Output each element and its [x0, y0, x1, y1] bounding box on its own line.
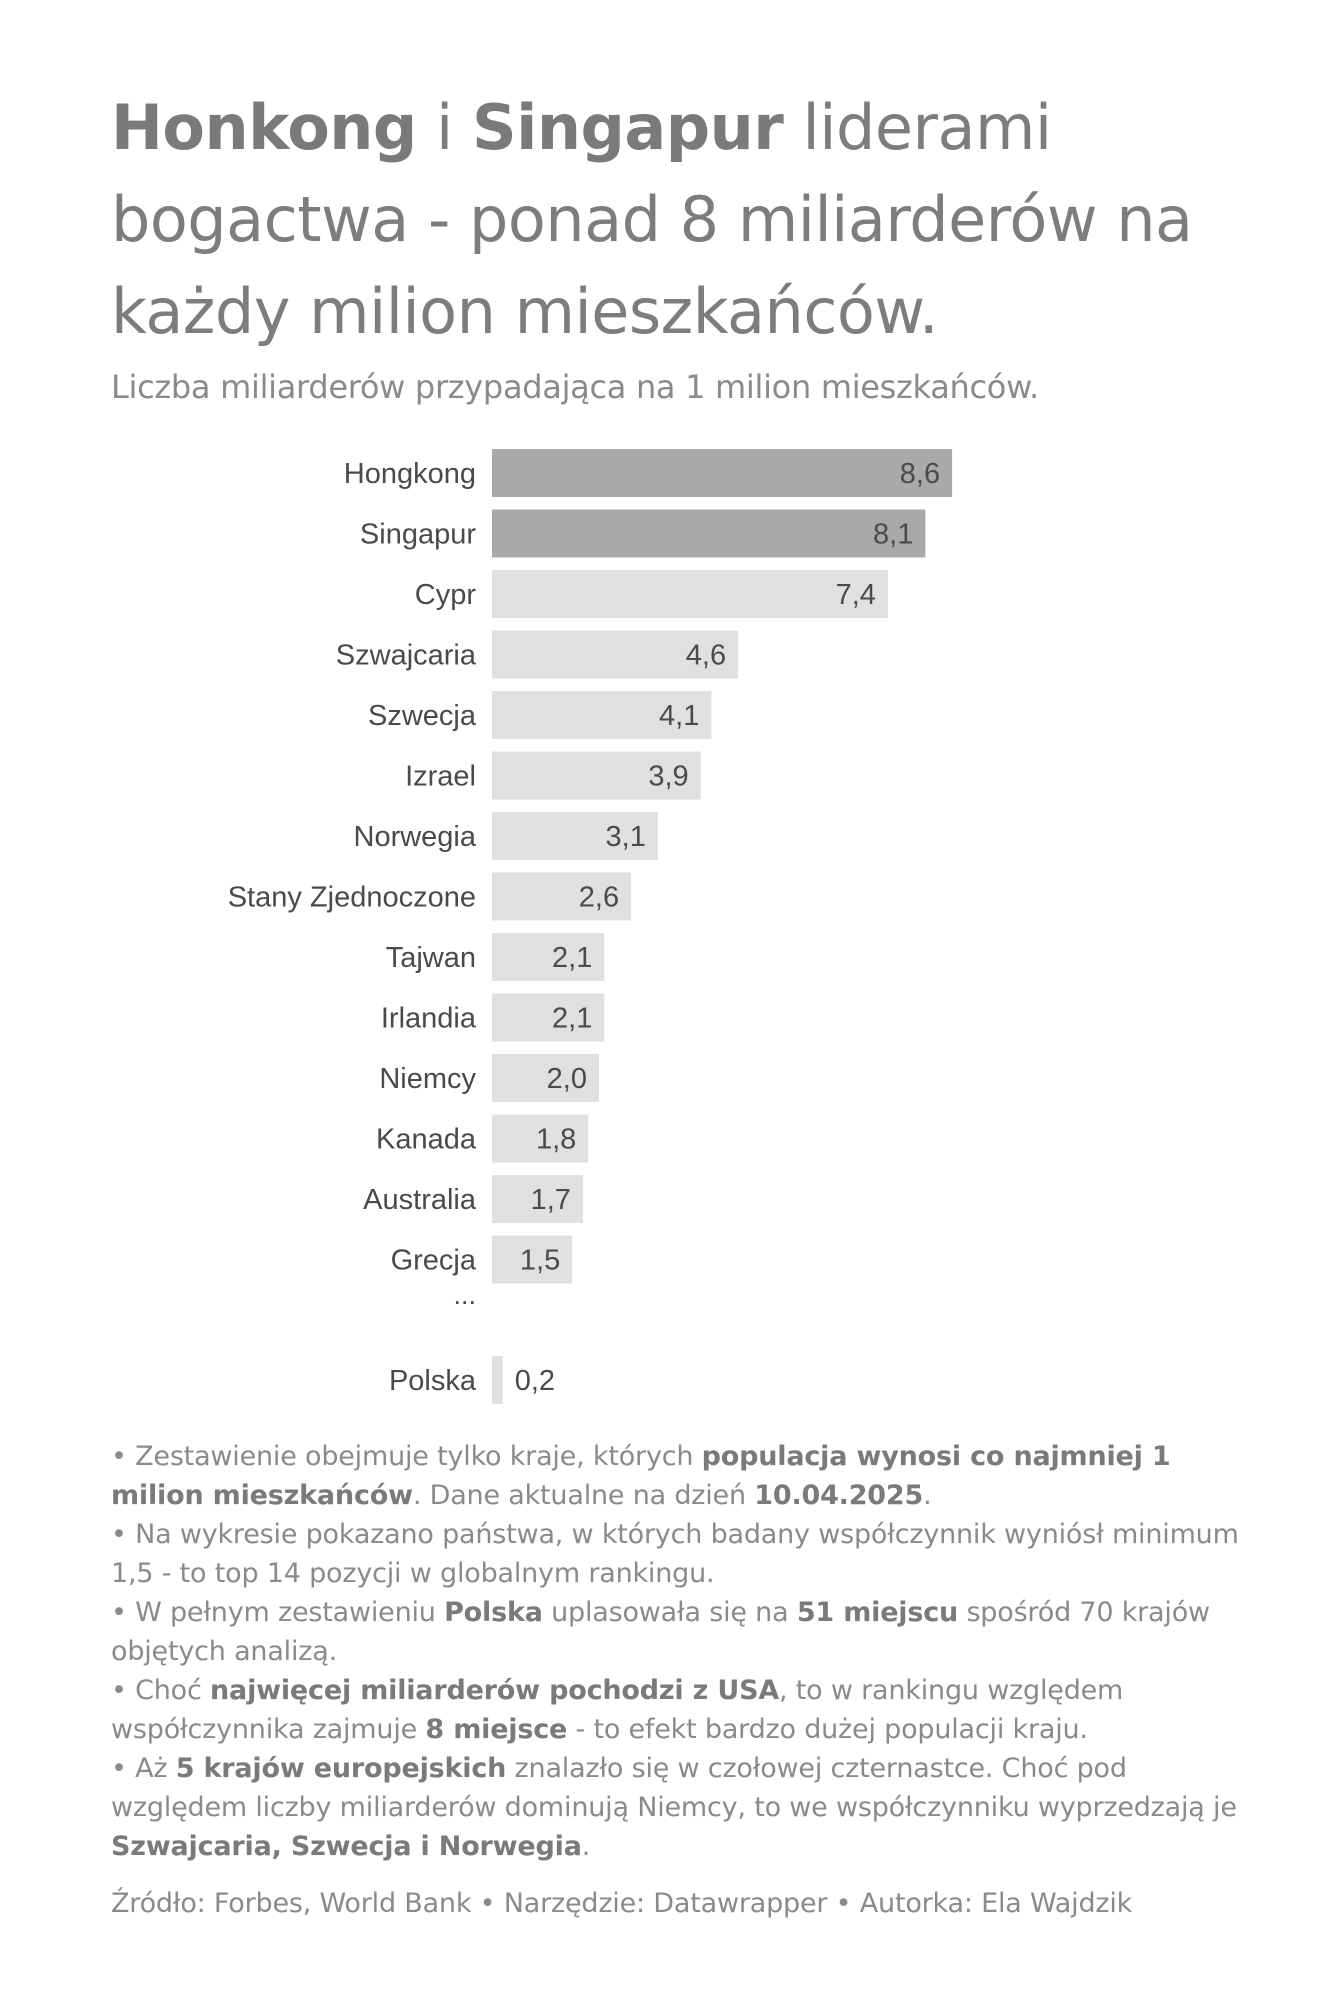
value-label: 2,6 [579, 882, 619, 914]
category-label: Norwegia [354, 821, 477, 853]
gap-ellipsis: ... [453, 1280, 476, 1310]
note-segment: • Choć [111, 1675, 211, 1706]
note-segment: • Aż [111, 1753, 176, 1784]
value-label: 7,4 [836, 579, 876, 611]
category-label: Kanada [376, 1124, 477, 1156]
bar-chart: Hongkong 8,6 Singapur 8,1 Cypr 7,4 Szwajcaria 4… [228, 449, 953, 1404]
title-segment: Honkong [111, 91, 417, 164]
note-segment: populacja wynosi co najmniej 1 milion mi… [111, 1441, 1171, 1511]
page-title: Honkong i Singapur liderami bogactwa - p… [111, 82, 1261, 358]
value-label: 8,1 [873, 519, 913, 551]
category-label: Szwajcaria [336, 640, 477, 672]
bar [492, 630, 739, 679]
category-label: Hongkong [344, 458, 476, 490]
bar [492, 933, 605, 981]
bar [492, 993, 605, 1042]
category-label: Irlandia [381, 1003, 477, 1035]
bar [492, 872, 632, 921]
category-label: Polska [389, 1365, 477, 1397]
value-label: 1,5 [520, 1245, 560, 1277]
bar [492, 1356, 503, 1404]
value-label: 3,9 [648, 761, 688, 793]
note-item: • Zestawienie obejmuje tylko kraje, któr… [111, 1437, 1261, 1515]
category-label: Australia [363, 1184, 477, 1216]
note-segment: 5 krajów europejskich [175, 1753, 507, 1784]
category-label: Singapur [360, 519, 476, 551]
category-label: Izrael [405, 761, 476, 793]
bar [492, 1175, 583, 1223]
note-segment: 10.04.2025 [754, 1480, 924, 1511]
note-segment: - to efekt bardzo dużej populacji kraju. [567, 1714, 1088, 1745]
bar [492, 1235, 573, 1284]
bar [492, 691, 712, 739]
note-segment: . [581, 1831, 591, 1862]
notes: • Zestawienie obejmuje tylko kraje, któr… [111, 1437, 1261, 1866]
note-item: • W pełnym zestawieniu Polska uplasowała… [111, 1593, 1261, 1671]
bar [492, 570, 888, 618]
title-segment: Singapur [471, 91, 784, 164]
category-label: Niemcy [379, 1063, 476, 1095]
title-segment: i [416, 91, 472, 164]
note-segment: 51 miejscu [796, 1597, 959, 1628]
subtitle: Liczba miliarderów przypadająca na 1 mil… [111, 368, 1039, 406]
category-label: Szwecja [368, 700, 477, 732]
bar [492, 812, 658, 860]
source-line: Źródło: Forbes, World Bank • Narzędzie: … [111, 1888, 1133, 1919]
bar [492, 1054, 599, 1102]
note-item: • Choć najwięcej miliarderów pochodzi z … [111, 1671, 1261, 1749]
category-label: Stany Zjednoczone [228, 882, 476, 914]
value-label: 1,8 [536, 1124, 576, 1156]
note-segment: 8 miejsce [425, 1714, 568, 1745]
note-segment: Szwajcaria, Szwecja i Norwegia [111, 1831, 582, 1862]
value-label: 2,0 [547, 1063, 587, 1095]
note-segment: znalazło się w czołowej czternastce. Cho… [111, 1753, 1237, 1823]
note-segment: . [923, 1480, 932, 1511]
value-label: 3,1 [606, 821, 646, 853]
value-label: 4,6 [686, 640, 726, 672]
title-segment: liderami bogactwa - ponad 8 miliarderów … [111, 91, 1193, 348]
value-label: 2,1 [552, 1003, 592, 1035]
note-segment: Polska [444, 1597, 543, 1628]
note-segment: uplasowała się na [542, 1597, 797, 1628]
note-item: • Na wykresie pokazano państwa, w któryc… [111, 1515, 1261, 1593]
bar [492, 449, 953, 497]
value-label: 8,6 [900, 458, 940, 490]
note-segment: . Dane aktualne na dzień [412, 1480, 755, 1511]
note-segment: spośród 70 krajów objętych analizą. [111, 1597, 1210, 1667]
value-label: 0,2 [515, 1365, 555, 1397]
note-segment: • Zestawienie obejmuje tylko kraje, któr… [111, 1441, 702, 1472]
bar [492, 751, 701, 800]
category-label: Tajwan [386, 942, 476, 974]
category-label: Cypr [415, 579, 477, 611]
bar [492, 509, 926, 558]
category-label: Grecja [391, 1245, 477, 1277]
value-label: 2,1 [552, 942, 592, 974]
note-segment: , to w rankingu względem współczynnika z… [111, 1675, 1124, 1745]
note-segment: • W pełnym zestawieniu [111, 1597, 445, 1628]
value-label: 4,1 [659, 700, 699, 732]
note-segment: • Na wykresie pokazano państwa, w któryc… [111, 1519, 1239, 1589]
note-item: • Aż 5 krajów europejskich znalazło się … [111, 1749, 1261, 1866]
bar [492, 1114, 589, 1163]
note-segment: najwięcej miliarderów pochodzi z USA [210, 1675, 780, 1706]
value-label: 1,7 [531, 1184, 571, 1216]
